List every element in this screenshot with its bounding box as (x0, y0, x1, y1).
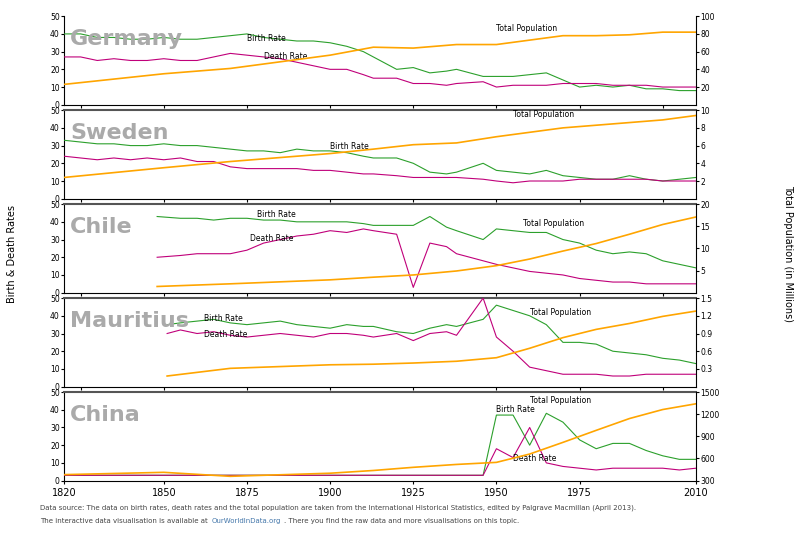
Text: Total Population: Total Population (497, 24, 558, 33)
Text: Birth Rate: Birth Rate (247, 34, 286, 43)
Text: Birth Rate: Birth Rate (330, 142, 369, 151)
Text: Death Rate: Death Rate (204, 330, 247, 339)
Text: OurWorldInData.org: OurWorldInData.org (212, 518, 282, 524)
Text: Total Population: Total Population (530, 396, 591, 405)
Text: Total Population: Total Population (523, 219, 584, 228)
Text: Death Rate: Death Rate (250, 234, 294, 244)
Text: Data source: The data on birth rates, death rates and the total population are t: Data source: The data on birth rates, de… (40, 505, 636, 511)
Text: Birth Rate: Birth Rate (204, 314, 242, 323)
Text: Mauritius: Mauritius (70, 312, 190, 332)
Text: Total Population: Total Population (513, 110, 574, 119)
Text: Birth Rate: Birth Rate (257, 210, 296, 219)
Text: Total Population (in Millions): Total Population (in Millions) (783, 185, 793, 322)
Text: The interactive data visualisation is available at: The interactive data visualisation is av… (40, 518, 210, 524)
Text: . There you find the raw data and more visualisations on this topic.: . There you find the raw data and more v… (284, 518, 519, 524)
Text: Birth & Death Rates: Birth & Death Rates (7, 205, 17, 303)
Text: China: China (70, 406, 141, 426)
Text: Total Population: Total Population (530, 308, 591, 316)
Text: Chile: Chile (70, 218, 133, 238)
Text: Sweden: Sweden (70, 124, 169, 144)
Text: Germany: Germany (70, 30, 183, 50)
Text: Death Rate: Death Rate (513, 454, 557, 463)
Text: Death Rate: Death Rate (263, 52, 307, 60)
Text: Birth Rate: Birth Rate (497, 404, 535, 414)
